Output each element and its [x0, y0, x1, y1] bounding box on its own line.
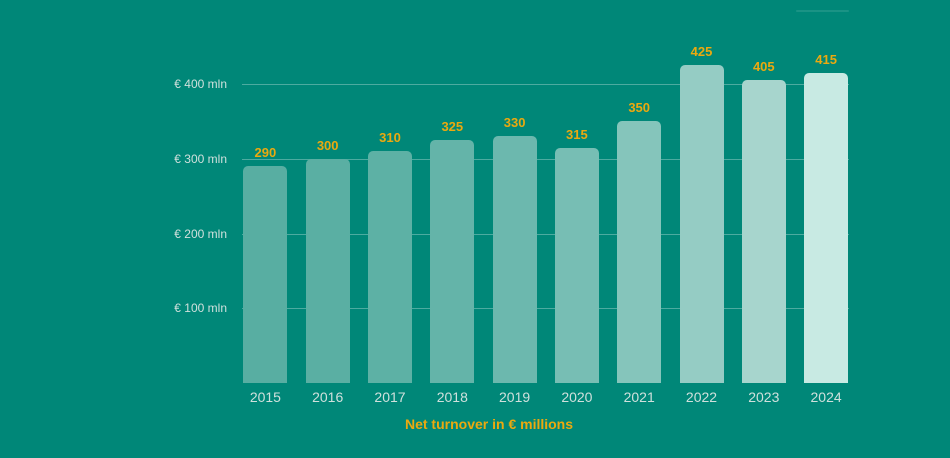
gridline-300-mln — [242, 158, 849, 160]
y-axis-tick-label: € 300 mln — [174, 151, 227, 166]
bar-2020 — [554, 147, 599, 383]
x-axis-label-2018: 2018 — [436, 389, 468, 405]
bar-2016 — [305, 158, 350, 383]
value-label-2017: 310 — [379, 130, 401, 146]
value-label-2021: 350 — [628, 100, 651, 116]
bar-2021 — [617, 121, 662, 383]
gridline-100-mln — [242, 308, 849, 310]
value-label-2024: 415 — [815, 51, 837, 67]
value-label-2015: 290 — [254, 145, 277, 161]
gridline-200-mln — [242, 233, 849, 235]
bar-2023 — [741, 80, 786, 383]
x-axis-label-2016: 2016 — [312, 389, 344, 405]
x-axis-label-2022: 2022 — [685, 389, 718, 405]
x-axis-label-2017: 2017 — [374, 389, 406, 405]
bar-2017 — [368, 151, 412, 383]
bar-2019 — [492, 136, 537, 383]
y-axis-tick-label: € 200 mln — [174, 226, 227, 241]
bar-2022 — [679, 65, 724, 383]
x-axis-label-2023: 2023 — [748, 389, 780, 405]
value-label-2019: 330 — [503, 115, 526, 131]
x-axis-label-2021: 2021 — [623, 389, 655, 405]
bar-2018 — [430, 140, 475, 383]
value-label-2023: 405 — [752, 59, 775, 75]
value-label-2018: 325 — [441, 119, 464, 135]
bar-2015 — [243, 166, 288, 383]
x-axis-label-2019: 2019 — [499, 389, 531, 405]
y-axis-tick-label: € 400 mln — [174, 77, 227, 91]
y-axis-tick-label: € 100 mln — [174, 301, 227, 316]
value-label-2020: 315 — [566, 126, 588, 142]
value-label-2016: 300 — [316, 137, 339, 153]
x-axis-label-2024: 2024 — [810, 389, 842, 405]
x-axis-label-2015: 2015 — [249, 389, 281, 405]
x-axis-label-2020: 2020 — [561, 389, 593, 405]
chart-title: Net turnover in € millions — [404, 416, 574, 432]
top-right-dash-decoration — [796, 10, 849, 12]
gridline-400-mln — [242, 84, 849, 85]
bar-2024 — [804, 72, 849, 383]
value-label-2022: 425 — [690, 44, 713, 60]
